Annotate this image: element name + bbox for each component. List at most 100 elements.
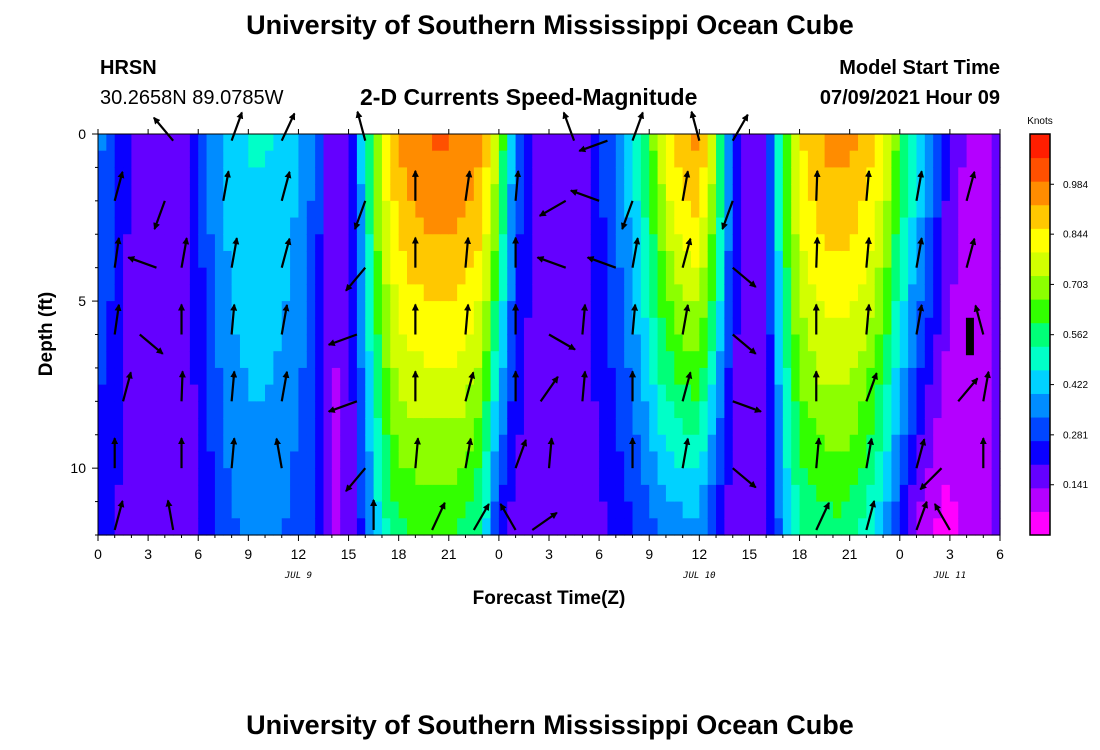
heatmap-cell [498,418,508,436]
heatmap-cell [640,484,650,503]
heatmap-cell [958,468,968,486]
heatmap-cell [381,134,391,152]
heatmap-cell [498,317,508,336]
heatmap-cell [198,334,208,352]
heatmap-cell [315,384,325,402]
heatmap-cell [916,351,926,369]
heatmap-cell [791,234,801,252]
heatmap-cell [498,334,508,352]
heatmap-cell [966,267,976,285]
heatmap-cell [423,501,433,519]
heatmap-cell [148,351,158,369]
heatmap-cell [256,317,266,336]
heatmap-cell [974,267,984,285]
heatmap-cell [507,518,517,536]
heatmap-cell [340,484,350,503]
heatmap-cell [206,451,216,469]
current-vector [153,200,166,230]
heatmap-cell [824,418,834,436]
heatmap-cell [599,518,609,536]
heatmap-cell [574,250,584,269]
heatmap-cell [415,468,425,486]
heatmap-cell [106,484,116,503]
heatmap-cell [523,250,533,269]
heatmap-cell [198,401,208,419]
heatmap-cell [724,484,734,503]
heatmap-cell [799,351,809,369]
heatmap-cell [749,484,759,503]
heatmap-cell [423,334,433,352]
heatmap-cell [699,367,709,386]
heatmap-cell [866,184,876,202]
heatmap-cell [757,484,767,503]
heatmap-cell [899,334,909,352]
heatmap-cell [265,418,274,436]
heatmap-cell [832,468,842,486]
heatmap-cell [331,351,341,369]
heatmap-cell [690,167,700,185]
heatmap-cell [590,518,600,536]
heatmap-cell [139,317,149,336]
heatmap-cell [198,418,208,436]
heatmap-cell [707,301,717,319]
heatmap-cell [883,367,893,386]
heatmap-cell [239,384,249,402]
heatmap-cell [891,184,901,202]
heatmap-cell [832,434,842,453]
heatmap-cell [457,351,467,369]
heatmap-cell [239,367,249,386]
heatmap-cell [565,434,575,453]
heatmap-cell [891,234,901,252]
x-tick-label: 21 [441,546,457,562]
heatmap-cell [239,418,249,436]
heatmap-cell [106,200,116,219]
heatmap-cell [540,184,550,202]
heatmap-cell [340,367,350,386]
heatmap-cell [891,501,901,519]
heatmap-cell [966,284,976,302]
heatmap-cell [908,250,918,269]
heatmap-cell [231,334,241,352]
heatmap-cell [841,501,851,519]
heatmap-cell [858,468,867,486]
heatmap-cell [949,418,959,436]
heatmap-cell [615,250,625,269]
heatmap-cell [707,501,717,519]
heatmap-cell [356,250,366,269]
heatmap-cell [741,267,751,285]
heatmap-cell [682,184,692,202]
heatmap-cell [156,501,166,519]
heatmap-cell [490,167,500,185]
heatmap-cell [557,451,567,469]
x-tick-label: 15 [341,546,357,562]
heatmap-cell [256,367,266,386]
heatmap-cell [791,351,801,369]
heatmap-cell [131,150,141,169]
heatmap-cell [156,217,166,235]
heatmap-cell [148,401,158,419]
heatmap-cell [348,518,358,536]
heatmap-cell [290,150,300,169]
heatmap-cell [549,217,558,235]
heatmap-cell [958,334,968,352]
heatmap-cell [958,284,968,302]
heatmap-cell [991,384,1001,402]
heatmap-cell [874,284,884,302]
heatmap-cell [766,351,776,369]
heatmap-cell [891,518,901,536]
heatmap-cell [724,284,734,302]
heatmap-cell [958,250,968,269]
heatmap-cell [908,334,918,352]
heatmap-cell [290,167,300,185]
heatmap-cell [690,501,700,519]
heatmap-cell [924,167,934,185]
heatmap-cell [574,234,584,252]
heatmap-cell [373,367,383,386]
heatmap-cell [407,501,416,519]
heatmap-cell [832,401,842,419]
heatmap-cell [699,518,709,536]
heatmap-cell [290,184,300,202]
heatmap-cell [682,384,692,402]
heatmap-cell [164,334,174,352]
